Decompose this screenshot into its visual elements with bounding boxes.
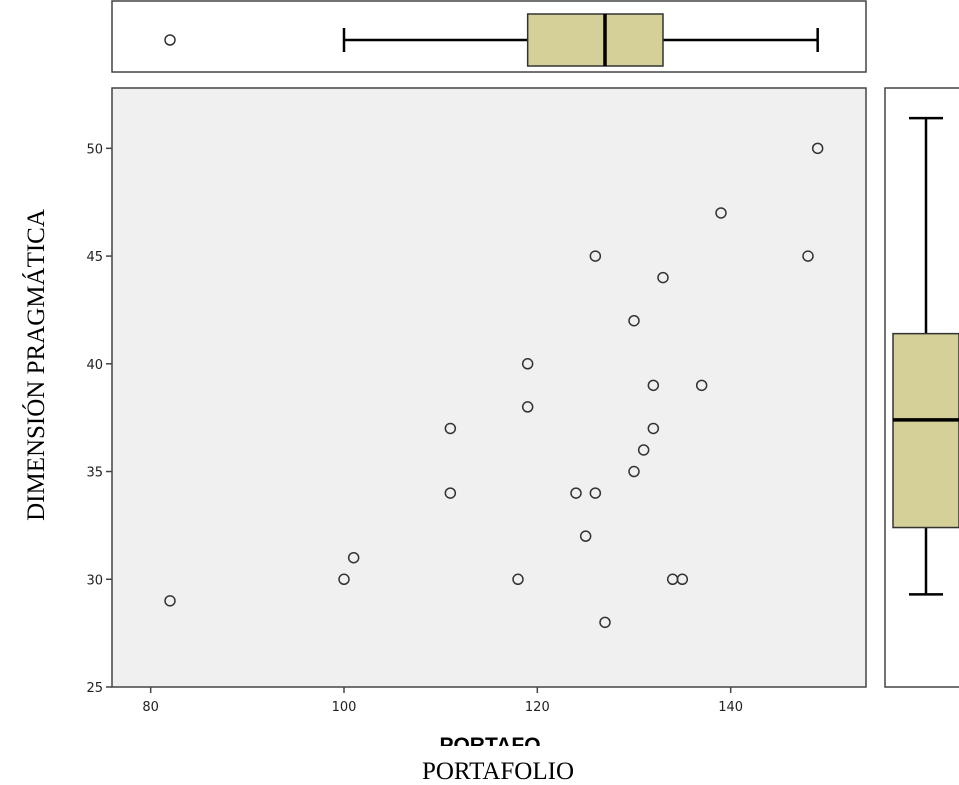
data-point	[521, 358, 534, 370]
y-axis: 25 30 35 40 45 50	[86, 142, 112, 696]
y-tick-label: 25	[86, 681, 103, 696]
x-axis-title: PORTAFOLIO	[422, 758, 574, 785]
box-iqr	[526, 13, 664, 67]
x-axis: 80 100 120 140	[142, 687, 743, 715]
data-point	[521, 401, 534, 413]
x-tick-label: 100	[332, 700, 357, 715]
data-point	[164, 595, 176, 607]
data-point	[715, 207, 727, 219]
data-point	[570, 487, 582, 499]
data-point	[599, 616, 611, 629]
x-tick-label: 80	[142, 700, 159, 715]
data-point	[637, 444, 650, 456]
data-point	[589, 250, 602, 262]
plot-area	[111, 87, 867, 688]
data-point	[802, 250, 814, 262]
data-point	[444, 487, 457, 499]
data-point	[676, 573, 689, 586]
top-boxplot	[164, 13, 819, 67]
y-tick-label: 50	[86, 142, 103, 157]
data-point	[647, 379, 660, 392]
overlapped-axis-title: PORTAFO	[439, 734, 540, 757]
y-tick-label: 30	[86, 573, 103, 588]
x-tick-label: 140	[718, 700, 743, 715]
outlier-point	[164, 34, 176, 46]
top-boxplot-panel	[111, 0, 867, 73]
y-tick-label: 45	[86, 250, 103, 265]
y-axis-title: DIMENSIÓN PRAGMÁTICA	[22, 209, 50, 521]
data-point	[628, 314, 640, 327]
data-points	[164, 142, 824, 629]
data-point	[657, 271, 669, 284]
data-point	[338, 573, 350, 586]
data-point	[647, 422, 660, 435]
data-point	[811, 142, 824, 155]
data-point	[589, 487, 602, 499]
data-point	[347, 551, 360, 564]
data-point	[512, 573, 524, 586]
x-tick-label: 120	[525, 700, 550, 715]
data-point	[628, 465, 640, 478]
data-point	[695, 379, 708, 392]
data-point	[444, 422, 457, 435]
right-boxplot	[892, 116, 959, 596]
data-point	[579, 530, 592, 542]
y-tick-label: 35	[86, 466, 103, 481]
y-tick-label: 40	[86, 358, 103, 373]
box-iqr	[892, 332, 959, 529]
